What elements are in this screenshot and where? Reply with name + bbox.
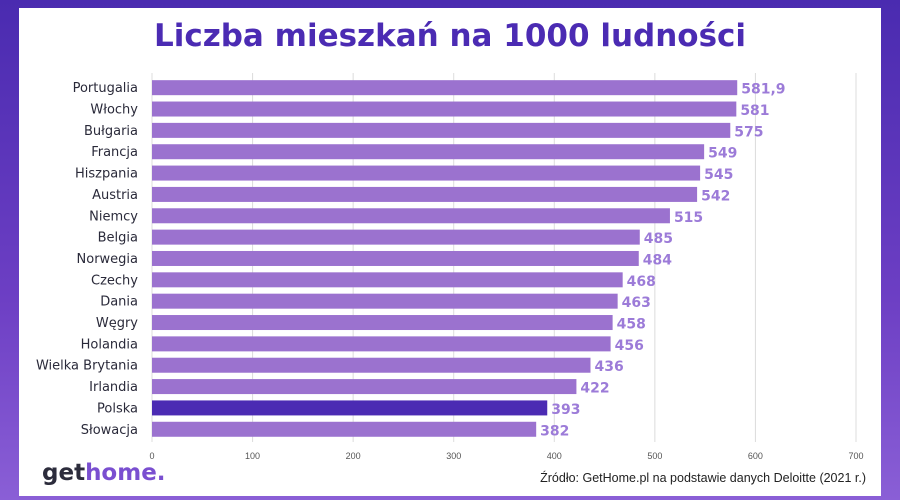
value-label: 581: [740, 103, 769, 119]
x-tick-label: 700: [848, 451, 863, 461]
category-label: Holandia: [81, 337, 138, 352]
logo-home: home.: [85, 460, 165, 486]
x-tick-label: 200: [346, 451, 361, 461]
bar-słowacja: [152, 422, 536, 437]
value-label: 545: [704, 167, 733, 183]
value-label: 393: [551, 402, 580, 418]
bar-holandia: [152, 336, 611, 351]
value-label: 484: [643, 252, 672, 268]
bar-belgia: [152, 230, 640, 245]
logo-get: get: [42, 460, 85, 486]
value-label: 581,9: [741, 82, 785, 98]
bar-niemcy: [152, 208, 670, 223]
value-label: 468: [627, 274, 656, 290]
x-tick-label: 400: [547, 451, 562, 461]
category-label: Czechy: [91, 273, 138, 288]
value-label: 456: [615, 338, 644, 354]
bar-polska: [152, 400, 547, 415]
bar-czechy: [152, 272, 623, 287]
bar-norwegia: [152, 251, 639, 266]
category-label: Norwegia: [77, 252, 138, 267]
value-label: 485: [644, 231, 673, 247]
category-label: Wielka Brytania: [36, 359, 138, 374]
category-label: Niemcy: [89, 209, 138, 224]
category-label: Portugalia: [73, 81, 138, 96]
bar-dania: [152, 294, 618, 309]
category-label: Słowacja: [81, 423, 138, 438]
value-label: 463: [622, 295, 651, 311]
value-label: 422: [580, 381, 609, 397]
bar-irlandia: [152, 379, 576, 394]
category-label: Irlandia: [89, 380, 138, 395]
value-label: 575: [734, 124, 763, 140]
category-label: Hiszpania: [75, 167, 138, 182]
category-label: Francja: [91, 145, 138, 160]
category-label: Austria: [92, 188, 138, 203]
x-tick-label: 100: [245, 451, 260, 461]
x-tick-label: 600: [748, 451, 763, 461]
category-label: Belgia: [98, 231, 138, 246]
value-label: 382: [540, 423, 569, 439]
value-label: 458: [617, 317, 646, 333]
category-label: Węgry: [96, 316, 138, 331]
value-label: 436: [594, 359, 623, 375]
x-tick-label: 300: [446, 451, 461, 461]
category-label: Dania: [100, 295, 138, 310]
category-label: Polska: [97, 401, 138, 416]
category-label: Włochy: [90, 103, 138, 118]
value-label: 515: [674, 210, 703, 226]
x-tick-label: 500: [647, 451, 662, 461]
gethome-logo: gethome.: [42, 460, 166, 486]
category-label: Bułgaria: [84, 124, 138, 139]
bar-portugalia: [152, 80, 737, 95]
bar-wielka-brytania: [152, 358, 590, 373]
bar-włochy: [152, 102, 736, 117]
value-label: 549: [708, 146, 737, 162]
value-label: 542: [701, 188, 730, 204]
source-note: Źródło: GetHome.pl na podstawie danych D…: [540, 471, 866, 485]
bar-francja: [152, 144, 704, 159]
bar-austria: [152, 187, 697, 202]
bar-bułgaria: [152, 123, 730, 138]
bar-hiszpania: [152, 166, 700, 181]
bar-węgry: [152, 315, 613, 330]
